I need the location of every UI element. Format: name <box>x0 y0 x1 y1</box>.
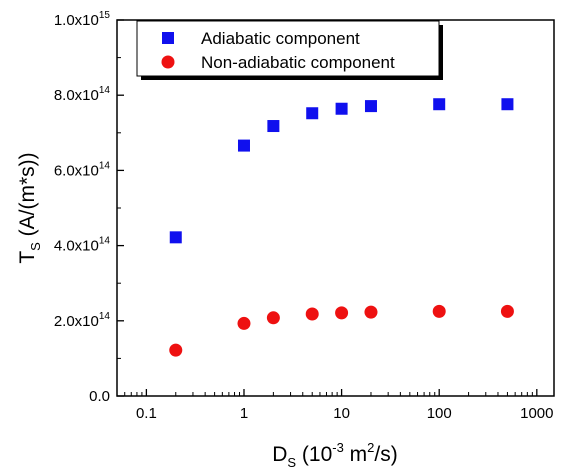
data-marks <box>169 98 514 357</box>
data-point <box>305 307 319 321</box>
legend-label-non-adiabatic: Non-adiabatic component <box>201 53 395 72</box>
y-axis-title: TS (A/(m*s)) <box>16 152 43 263</box>
data-point <box>237 139 250 152</box>
legend-label-adiabatic: Adiabatic component <box>201 29 360 48</box>
x-axis-title-rest3: /s) <box>374 443 397 466</box>
y-tick-label: 8.0x1014 <box>54 85 111 104</box>
y-tick-exponent: 14 <box>99 160 111 171</box>
y-tick-label: 2.0x1014 <box>54 311 111 330</box>
axis-labels: 0.1 1 10 100 10000.02.0x10144.0x10146.0x1014… <box>54 10 554 422</box>
data-point <box>364 100 377 113</box>
data-point <box>306 107 319 120</box>
y-tick-exponent: 15 <box>99 10 111 21</box>
x-axis-title-main: D <box>272 443 287 466</box>
data-point <box>169 231 182 244</box>
y-axis-title-main: T <box>16 251 39 264</box>
y-tick-mantissa: 1.0x10 <box>54 12 99 29</box>
data-point <box>335 102 348 115</box>
data-point <box>335 306 349 320</box>
y-tick-mantissa: 4.0x10 <box>54 238 99 255</box>
y-tick-exponent: 14 <box>99 236 111 247</box>
data-point <box>432 304 446 318</box>
x-axis-title-sub: S <box>287 455 296 470</box>
y-tick-label: 6.0x1014 <box>54 160 111 179</box>
y-axis-title-sub: S <box>28 242 43 251</box>
y-tick-mantissa: 8.0x10 <box>54 87 99 104</box>
data-point <box>237 316 251 330</box>
x-axis-title-sup1: -3 <box>332 440 344 455</box>
legend-box <box>136 20 440 77</box>
x-axis-title-sup2: 2 <box>367 440 374 455</box>
y-tick-exponent: 14 <box>99 311 111 322</box>
series-non-adiabatic <box>169 304 514 357</box>
x-tick-label: 100 <box>427 405 452 422</box>
data-point <box>364 305 378 319</box>
data-point <box>433 98 446 111</box>
x-axis-title-rest2: m <box>344 443 367 466</box>
y-tick-exponent: 14 <box>99 85 111 96</box>
x-tick-label: 10 <box>333 405 350 422</box>
y-tick-mantissa: 6.0x10 <box>54 162 99 179</box>
y-tick-label: 4.0x1014 <box>54 236 111 255</box>
y-tick-label: 1.0x1015 <box>54 10 111 29</box>
x-tick-label: 1 <box>240 405 248 422</box>
data-point <box>501 98 514 111</box>
data-point <box>266 311 280 325</box>
x-axis-title-rest1: (10 <box>296 443 332 466</box>
data-point <box>169 343 183 357</box>
legend: Adiabatic component Non-adiabatic compon… <box>136 20 443 80</box>
x-axis-title: DS (10-3 m2/s) <box>272 440 397 470</box>
y-tick-mantissa: 2.0x10 <box>54 313 99 330</box>
y-tick-mantissa: 0.0 <box>89 388 110 405</box>
y-axis-title-rest: (A/(m*s)) <box>16 152 39 242</box>
legend-marker-adiabatic <box>162 32 174 44</box>
data-point <box>267 120 280 133</box>
series-adiabatic <box>169 98 514 244</box>
plot-area-frame <box>116 19 555 397</box>
x-tick-label: 0.1 <box>136 405 157 422</box>
y-tick-label: 0.0 <box>89 388 110 405</box>
data-point <box>500 304 514 318</box>
legend-marker-non-adiabatic <box>161 55 175 69</box>
x-tick-label: 1000 <box>520 405 553 422</box>
